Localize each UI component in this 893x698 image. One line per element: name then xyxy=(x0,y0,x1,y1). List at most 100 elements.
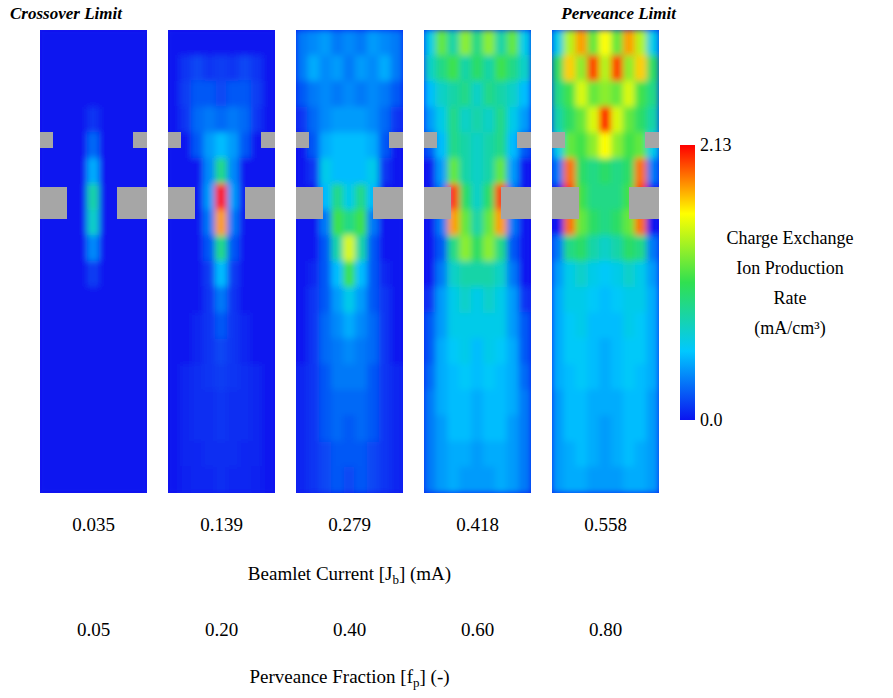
heatmap-cell xyxy=(379,81,392,108)
heatmap-cell xyxy=(40,235,52,262)
heatmap-cell xyxy=(355,390,368,417)
heatmap-cell xyxy=(135,30,147,56)
heatmap-cell xyxy=(239,132,252,159)
heatmap-cell xyxy=(239,287,252,314)
heatmap-cell xyxy=(575,467,588,493)
heatmap-cell xyxy=(367,261,380,288)
heatmap-cell xyxy=(179,338,192,365)
heatmap-cell xyxy=(251,338,264,365)
heatmap-cell xyxy=(623,261,636,288)
heatmap-cell xyxy=(168,235,180,262)
heatmap-cell xyxy=(307,415,320,442)
heatmap-cell xyxy=(215,415,228,442)
heatmap-cell xyxy=(495,441,508,468)
heatmap-cell xyxy=(424,107,436,134)
heatmap-cell xyxy=(135,312,147,339)
heatmap-cell xyxy=(424,338,436,365)
heatmap-cell xyxy=(587,158,600,185)
heatmap-cell xyxy=(179,390,192,417)
heatmap-cell xyxy=(343,312,356,339)
heatmap-cell xyxy=(168,338,180,365)
heatmap-cell xyxy=(507,312,520,339)
heatmap-cell xyxy=(391,235,403,262)
heatmap-cell xyxy=(319,390,332,417)
perveance-fraction-label: 0.80 xyxy=(589,619,622,640)
heatmap-cell xyxy=(447,312,460,339)
heatmap-cell xyxy=(263,261,275,288)
heatmap-cell xyxy=(483,210,496,237)
heatmap-cell xyxy=(471,467,484,493)
heatmap-cell xyxy=(239,30,252,56)
heatmap-cell xyxy=(179,415,192,442)
heatmap-cell xyxy=(647,338,659,365)
heatmap-cell xyxy=(51,261,64,288)
heatmap-cell xyxy=(611,184,624,211)
heatmap-cell xyxy=(87,132,100,159)
heatmap-cell xyxy=(227,415,240,442)
heatmap-cell xyxy=(507,81,520,108)
heatmap-cell xyxy=(319,415,332,442)
heatmap-cell xyxy=(483,364,496,391)
heatmap-cell xyxy=(191,107,204,134)
heatmap-cell xyxy=(331,441,344,468)
perveance-fraction-label: 0.05 xyxy=(77,619,110,640)
heatmap-cell xyxy=(99,467,112,493)
heatmap-cell xyxy=(599,81,612,108)
heatmap-cell xyxy=(611,235,624,262)
heatmap-cell xyxy=(40,364,52,391)
heatmap-cell xyxy=(203,184,216,211)
heatmap-cell xyxy=(179,287,192,314)
heatmap-cell xyxy=(647,390,659,417)
heatmap-cell xyxy=(587,287,600,314)
heatmap-cell xyxy=(459,338,472,365)
heatmap-cell xyxy=(215,287,228,314)
panel xyxy=(424,30,532,494)
heatmap-cell xyxy=(263,287,275,314)
heatmap-cell xyxy=(435,261,448,288)
heatmap-cell xyxy=(391,261,403,288)
heatmap-cell xyxy=(435,467,448,493)
heatmap-cell xyxy=(296,364,308,391)
heatmap-cell xyxy=(587,210,600,237)
heatmap-cell xyxy=(483,261,496,288)
heatmap-cell xyxy=(331,210,344,237)
heatmap-cell xyxy=(191,338,204,365)
heatmap-cell xyxy=(51,132,64,159)
heatmap-cell xyxy=(75,107,88,134)
heatmap-cell xyxy=(343,107,356,134)
heatmap-cell xyxy=(507,287,520,314)
heatmap-cell xyxy=(75,364,88,391)
annotation: Perveance Limit xyxy=(560,4,677,23)
heatmap-cell xyxy=(379,235,392,262)
heatmap-cell xyxy=(355,312,368,339)
heatmap-cell xyxy=(379,415,392,442)
heatmap-cell xyxy=(483,235,496,262)
heatmap-cell xyxy=(367,55,380,82)
heatmap-cell xyxy=(599,158,612,185)
heatmap-cell xyxy=(635,235,648,262)
heatmap-cell xyxy=(87,415,100,442)
heatmap-cell xyxy=(87,287,100,314)
heatmap-cell xyxy=(331,467,344,493)
heatmap-cell xyxy=(99,338,112,365)
heatmap-cell xyxy=(87,235,100,262)
heatmap-cells xyxy=(40,30,147,493)
heatmap-cell xyxy=(623,312,636,339)
heatmap-cell xyxy=(63,467,76,493)
heatmap-cell xyxy=(87,107,100,134)
heatmap-cell xyxy=(63,55,76,82)
heatmap-cell xyxy=(168,81,180,108)
heatmap-cell xyxy=(251,390,264,417)
heatmap-cell xyxy=(135,158,147,185)
heatmap-cell xyxy=(507,390,520,417)
heatmap-cell xyxy=(471,312,484,339)
heatmap-cell xyxy=(507,338,520,365)
grid-electrode xyxy=(261,132,275,148)
heatmap-cell xyxy=(483,338,496,365)
heatmap-cell xyxy=(552,441,564,468)
heatmap-cell xyxy=(307,132,320,159)
heatmap-cell xyxy=(319,81,332,108)
heatmap-cell xyxy=(635,81,648,108)
heatmap-cell xyxy=(227,235,240,262)
heatmap-cell xyxy=(459,81,472,108)
